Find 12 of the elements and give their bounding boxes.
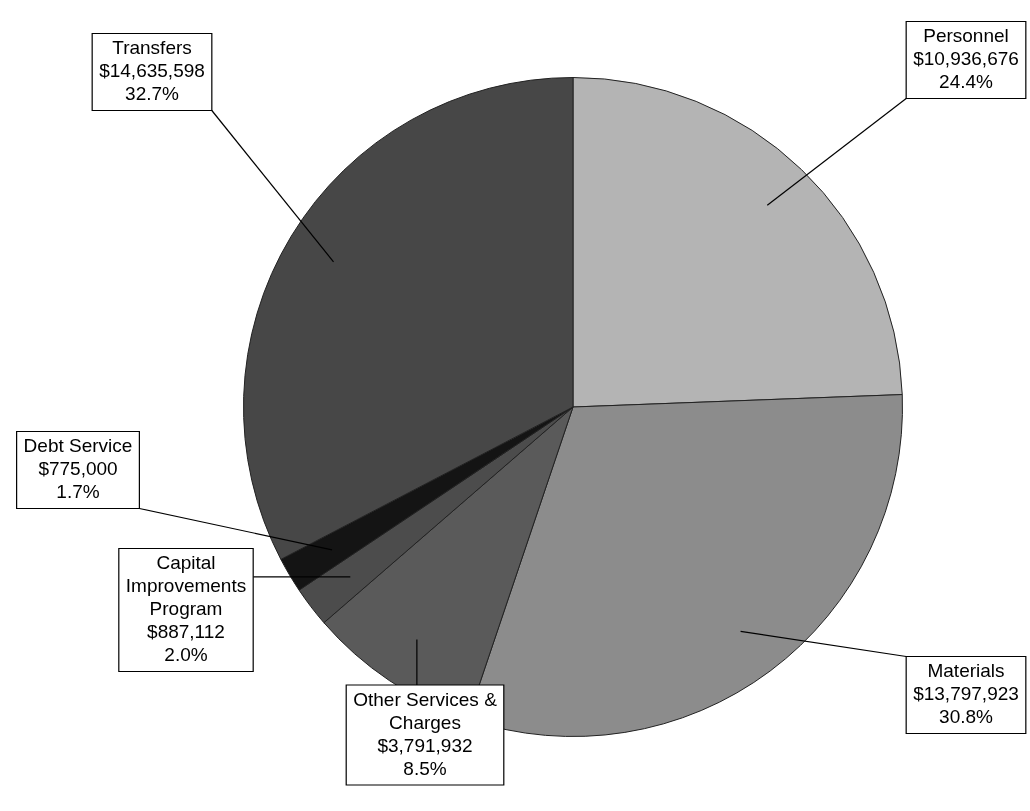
data-label: $13,797,923 30.8% (913, 683, 1019, 728)
slice-label: Debt Service (23, 435, 133, 457)
data-label: $10,936,676 24.4% (913, 48, 1019, 93)
data-label: $3,791,932 8.5% (377, 734, 473, 779)
slice-label: Capital Improvements Program (125, 552, 247, 620)
slice-label: Transfers (112, 37, 192, 59)
slice-label: Materials (927, 660, 1005, 682)
data-label: $14,635,598 32.7% (99, 60, 205, 105)
slice-label: Other Services & Charges (353, 688, 498, 733)
slice-label: Personnel (923, 25, 1009, 47)
data-label: $887,112 2.0% (147, 621, 225, 666)
data-label: $775,000 1.7% (38, 458, 118, 503)
